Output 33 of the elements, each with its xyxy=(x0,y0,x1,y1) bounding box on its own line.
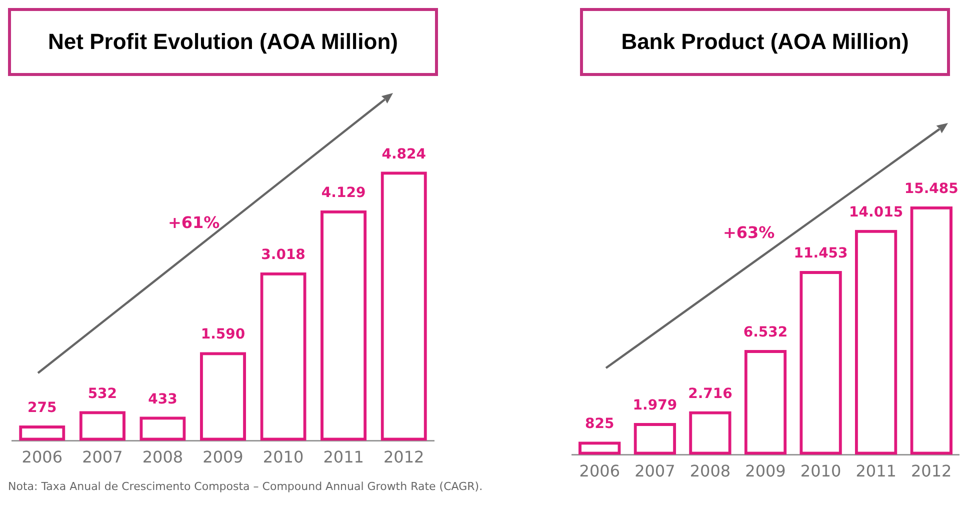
data-label: 11.453 xyxy=(794,246,848,262)
data-label: 4.824 xyxy=(382,146,426,162)
annotation: +63% xyxy=(723,223,775,242)
data-label: 1.590 xyxy=(200,326,246,343)
data-label: 532 xyxy=(88,386,118,402)
data-label: 4.129 xyxy=(321,185,366,202)
data-label: 1.979 xyxy=(632,398,678,414)
x-tick-label: 2006 xyxy=(22,448,62,467)
x-tick-label: 2011 xyxy=(323,448,364,467)
x-tick-label: 2012 xyxy=(384,448,424,467)
text: Nota: Taxa Anual de Crescimento Composta – Compound Annual Growth Rate (CAGR). xyxy=(8,480,483,493)
annotation: +61% xyxy=(168,213,220,232)
x-tick-label: 2009 xyxy=(202,448,244,467)
data-label: 6.532 xyxy=(743,324,788,341)
x-tick-label: 2010 xyxy=(262,448,304,467)
chart-title: Bank Product (AOA Million) xyxy=(580,8,950,76)
chart-title: Net Profit Evolution (AOA Million) xyxy=(8,8,438,76)
x-tick-label: 2010 xyxy=(800,462,842,481)
data-label: 15.485 xyxy=(904,180,958,197)
x-tick-label: 2007 xyxy=(82,448,123,467)
x-tick-label: 2008 xyxy=(690,462,731,481)
data-label: 3.018 xyxy=(261,247,306,264)
x-tick-label: 2007 xyxy=(634,462,676,481)
data-label: 14.015 xyxy=(849,204,904,221)
data-label: 433 xyxy=(148,391,178,408)
x-tick-label: 2009 xyxy=(745,462,786,481)
data-label: 2.716 xyxy=(688,386,732,402)
data-label: 825 xyxy=(585,416,614,432)
x-tick-label: 2008 xyxy=(142,448,184,467)
data-label: 275 xyxy=(28,400,57,416)
x-tick-label: 2006 xyxy=(579,462,620,481)
x-tick-label: 2012 xyxy=(911,462,952,481)
x-tick-label: 2011 xyxy=(856,462,896,481)
